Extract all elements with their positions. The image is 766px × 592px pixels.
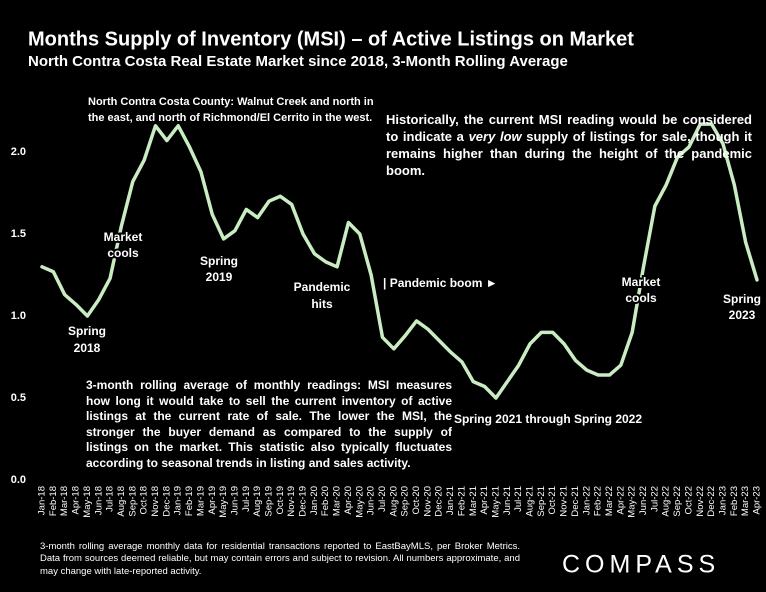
x-tick-label: Apr-21	[479, 486, 490, 515]
x-tick-label: Nov-20	[422, 486, 433, 517]
x-tick-label: Mar-22	[604, 486, 615, 516]
x-tick-label: Aug-19	[252, 486, 263, 517]
x-tick-label: Oct-22	[683, 486, 694, 515]
x-tick-label: Apr-22	[615, 486, 626, 515]
x-tick-label: Aug-20	[388, 486, 399, 517]
x-tick-label: Aug-18	[116, 486, 127, 517]
x-tick-label: Oct-21	[547, 486, 558, 515]
x-tick-label: Jun-18	[93, 486, 104, 515]
x-tick-label: Dec-19	[298, 486, 309, 517]
x-tick-label: May-22	[627, 486, 638, 518]
x-tick-label: Oct-19	[275, 486, 286, 515]
x-tick-label: Jul-22	[649, 486, 660, 512]
x-tick-label: Feb-18	[48, 486, 59, 516]
x-tick-label: Mar-21	[468, 486, 479, 516]
annotation: hits	[311, 297, 333, 311]
note-text: Historically, the current MSI reading wo…	[386, 112, 752, 144]
logo: COMPASS	[562, 551, 720, 579]
annotation: the east, and north of Richmond/El Cerri…	[88, 112, 372, 124]
definition-note: 3-month rolling average of monthly readi…	[86, 378, 452, 470]
x-tick-label: Jan-22	[581, 486, 592, 515]
x-tick-label: Jan-20	[309, 486, 320, 515]
annotation: | Pandemic boom ►	[383, 276, 498, 290]
x-tick-label: Sep-19	[263, 486, 274, 517]
y-tick-label: 0.0	[11, 474, 26, 486]
y-tick-label: 2.0	[11, 146, 26, 158]
x-tick-label: May-20	[354, 486, 365, 518]
x-tick-label: Jul-20	[377, 486, 388, 512]
x-tick-label: Jul-19	[241, 486, 252, 512]
x-tick-label: Sep-18	[127, 486, 138, 517]
x-tick-label: Feb-21	[456, 486, 467, 516]
x-tick-label: Dec-21	[570, 486, 581, 517]
x-tick-label: Nov-22	[695, 486, 706, 517]
x-tick-label: Oct-18	[139, 486, 150, 515]
x-tick-label: Feb-22	[593, 486, 604, 516]
x-tick-label: Oct-20	[411, 486, 422, 515]
annotation: Market	[104, 230, 143, 244]
x-tick-label: Jul-18	[105, 486, 116, 512]
chart-subtitle: North Contra Costa Real Estate Market si…	[28, 53, 568, 70]
x-tick-label: Jun-21	[502, 486, 513, 515]
x-tick-label: Dec-18	[161, 486, 172, 517]
annotation: cools	[107, 246, 139, 260]
x-tick-label: Apr-19	[207, 486, 218, 515]
note-text: supply of listings for sale, though it r…	[386, 128, 753, 178]
x-tick-label: Mar-19	[195, 486, 206, 516]
y-tick-label: 1.0	[11, 310, 26, 322]
annotation: Spring	[723, 292, 761, 306]
x-tick-label: Dec-20	[434, 486, 445, 517]
x-tick-label: Mar-23	[740, 486, 751, 516]
x-tick-label: Aug-22	[661, 486, 672, 517]
x-tick-label: May-21	[490, 486, 501, 518]
x-tick-label: Feb-20	[320, 486, 331, 516]
annotation: North Contra Costa County: Walnut Creek …	[88, 96, 374, 108]
x-tick-label: Jan-21	[445, 486, 456, 515]
annotation: cools	[625, 291, 657, 305]
x-tick-label: Dec-22	[706, 486, 717, 517]
x-tick-label: Nov-19	[286, 486, 297, 517]
x-tick-label: Jun-20	[366, 486, 377, 515]
x-tick-label: May-19	[218, 486, 229, 518]
annotation: Spring	[68, 324, 106, 338]
x-tick-label: May-18	[82, 486, 93, 518]
x-tick-label: Jun-19	[229, 486, 240, 515]
annotation: Spring	[200, 254, 238, 268]
x-tick-label: Nov-18	[150, 486, 161, 517]
footer: 3-month rolling average monthly data for…	[40, 541, 520, 577]
x-tick-label: Jan-19	[173, 486, 184, 515]
x-tick-label: Jul-21	[513, 486, 524, 512]
annotation: Spring 2021 through Spring 2022	[454, 412, 642, 426]
annotation: 2023	[729, 308, 756, 322]
note-emphasis: very low	[468, 128, 522, 144]
x-tick-label: Jan-18	[37, 486, 48, 515]
history-note: Historically, the current MSI reading wo…	[386, 112, 752, 180]
annotation: 2018	[74, 341, 101, 355]
series-line	[40, 122, 759, 400]
x-tick-label: Sep-20	[400, 486, 411, 517]
annotation: 2019	[206, 270, 233, 284]
x-tick-label: Feb-19	[184, 486, 195, 516]
x-tick-label: Mar-20	[332, 486, 343, 516]
x-tick-label: Sep-21	[536, 486, 547, 517]
chart-title: Months Supply of Inventory (MSI) – of Ac…	[28, 28, 634, 50]
x-tick-label: Aug-21	[525, 486, 536, 517]
x-tick-label: Sep-22	[672, 486, 683, 517]
x-tick-label: Apr-18	[71, 486, 82, 515]
x-tick-label: Nov-21	[559, 486, 570, 517]
x-tick-label: Jan-23	[717, 486, 728, 515]
y-tick-label: 1.5	[11, 228, 26, 240]
x-tick-label: Apr-20	[343, 486, 354, 515]
x-tick-label: Jun-22	[638, 486, 649, 515]
x-tick-label: Apr-23	[752, 486, 763, 515]
x-tick-label: Mar-18	[59, 486, 70, 516]
x-tick-label: Feb-23	[729, 486, 740, 516]
y-tick-label: 0.5	[11, 392, 26, 404]
annotation: Market	[622, 275, 661, 289]
annotation: Pandemic	[294, 280, 351, 294]
